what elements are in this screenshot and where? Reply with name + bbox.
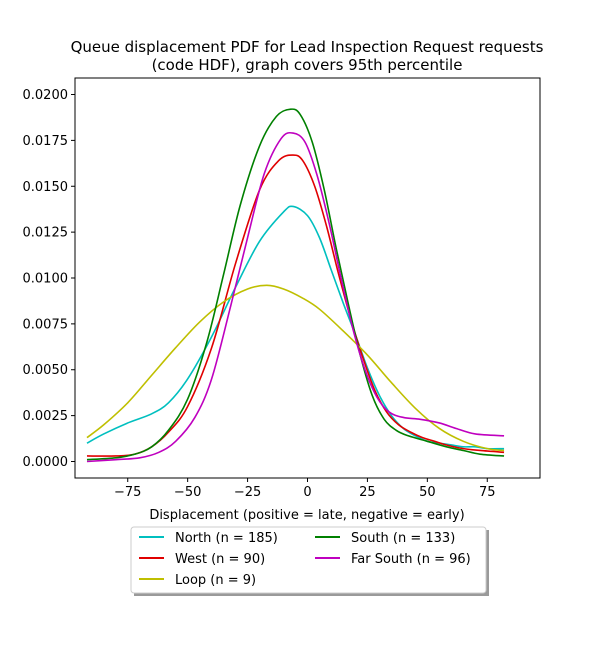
y-tick-label: 0.0000 — [23, 455, 69, 470]
legend-label-far-south: Far South (n = 96) — [351, 552, 471, 567]
series-line-south — [86, 108, 505, 461]
y-axis: 0.0000 0.0025 0.0050 0.0075 0.0100 0.0125 0.01… — [23, 88, 75, 470]
legend-label-south: South (n = 133) — [351, 531, 455, 546]
y-tick-label: 0.0075 — [23, 317, 69, 332]
x-tick-label: 25 — [359, 485, 376, 500]
y-tick-label: 0.0050 — [23, 363, 69, 378]
x-tick-label: 50 — [419, 485, 436, 500]
y-tick-label: 0.0200 — [23, 88, 69, 103]
series-line-far-south — [86, 131, 505, 463]
x-tick-label: 0 — [303, 485, 311, 500]
x-axis-label: Displacement (positive = late, negative … — [149, 508, 464, 523]
x-tick-label: −25 — [234, 485, 261, 500]
y-tick-label: 0.0025 — [23, 409, 69, 424]
legend-label-west: West (n = 90) — [175, 552, 265, 567]
x-tick-label: 75 — [479, 485, 496, 500]
series-layer — [86, 108, 505, 463]
series-line-west — [86, 154, 505, 457]
series-line-loop — [86, 284, 505, 452]
legend-label-north: North (n = 185) — [175, 531, 278, 546]
y-tick-label: 0.0100 — [23, 272, 69, 287]
x-tick-label: −50 — [174, 485, 201, 500]
y-tick-label: 0.0125 — [23, 226, 69, 241]
legend: North (n = 185) West (n = 90) Loop (n = 9)… — [130, 526, 489, 596]
y-tick-label: 0.0150 — [23, 180, 69, 195]
chart-subtitle: (code HDF), graph covers 95th percentile — [152, 56, 463, 74]
x-axis: −75 −50 −25 0 25 50 75 — [114, 478, 496, 500]
series-line-north — [86, 205, 505, 450]
legend-box — [130, 526, 487, 594]
y-tick-label: 0.0175 — [23, 134, 69, 149]
legend-label-loop: Loop (n = 9) — [175, 573, 256, 588]
x-tick-label: −75 — [114, 485, 141, 500]
chart-title: Queue displacement PDF for Lead Inspecti… — [71, 38, 544, 56]
plot-frame — [74, 77, 541, 479]
